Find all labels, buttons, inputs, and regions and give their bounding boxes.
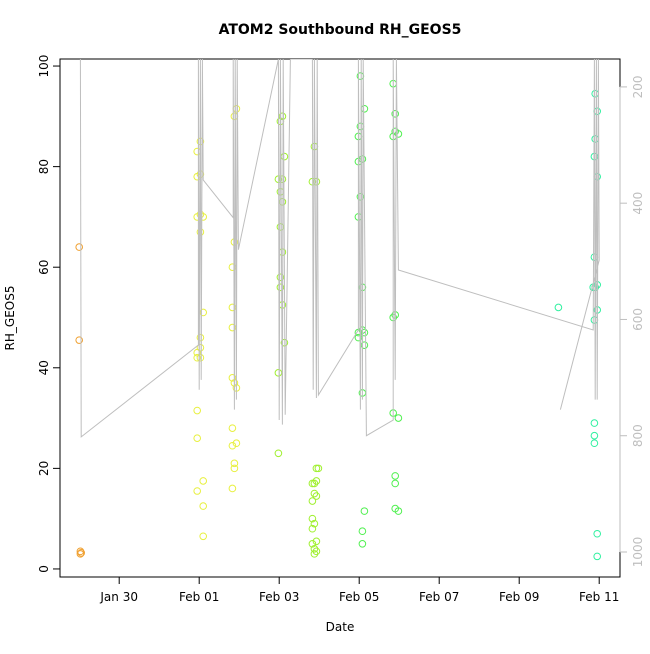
y-tick-label: 40 [37, 360, 51, 375]
y-axis-label: RH_GEOS5 [3, 286, 17, 351]
point [391, 110, 400, 118]
point [310, 479, 319, 488]
point [228, 424, 237, 432]
point [314, 464, 323, 473]
point [193, 353, 201, 362]
point [77, 549, 85, 557]
y2-tick-label: 800 [631, 424, 645, 447]
y2-tick-label: 1000 [631, 537, 645, 568]
point [196, 353, 205, 362]
x-tick-label: Jan 30 [99, 590, 138, 604]
x-tick-label: Feb 09 [499, 590, 539, 604]
point [199, 532, 207, 541]
point [394, 507, 403, 515]
point [310, 545, 319, 553]
point [360, 328, 369, 337]
point [391, 472, 400, 480]
point [76, 550, 85, 558]
point [308, 479, 317, 488]
point [310, 519, 319, 528]
point [193, 406, 201, 415]
x-tick-label: Feb 01 [179, 590, 219, 604]
point [232, 104, 241, 113]
point [394, 130, 403, 138]
point [310, 489, 319, 498]
point [590, 431, 599, 440]
point [394, 414, 403, 422]
point [308, 514, 317, 523]
point [593, 529, 602, 538]
point [193, 147, 201, 156]
point [228, 441, 237, 450]
plot-area [75, 59, 602, 561]
point [230, 459, 239, 468]
point [276, 283, 285, 292]
plot-frame [59, 58, 621, 578]
y2-tick-label: 200 [631, 75, 645, 98]
y-tick-label: 20 [37, 461, 51, 476]
point [193, 487, 201, 495]
point [358, 540, 367, 548]
point [312, 477, 321, 485]
point [76, 547, 85, 556]
point [193, 434, 201, 442]
point [274, 449, 283, 458]
point [312, 547, 321, 556]
point [196, 333, 205, 342]
point [228, 374, 237, 382]
y2-tick-label: 400 [631, 192, 645, 215]
point [232, 439, 241, 448]
point [310, 550, 319, 558]
point [312, 492, 321, 500]
x-tick-label: Feb 05 [339, 590, 379, 604]
y-tick-label: 100 [37, 55, 51, 78]
x-tick-label: Feb 03 [259, 590, 299, 604]
point [276, 273, 285, 282]
point [308, 524, 317, 533]
y-tick-label: 60 [37, 260, 51, 275]
y-tick-label: 80 [37, 159, 51, 174]
point [199, 477, 207, 485]
point [312, 464, 321, 473]
point [593, 552, 602, 561]
point [360, 507, 369, 515]
point [308, 497, 317, 505]
point [360, 341, 369, 349]
point [554, 303, 563, 312]
point [308, 540, 317, 548]
point [75, 336, 83, 344]
point [228, 484, 237, 493]
point [75, 243, 83, 251]
point [278, 112, 287, 121]
point [274, 369, 283, 377]
x-tick-label: Feb 07 [419, 590, 459, 604]
point [230, 464, 239, 473]
point [196, 343, 205, 352]
x-axis-label: Date [326, 620, 355, 634]
point [312, 537, 321, 546]
y-tick-label: 0 [37, 565, 51, 573]
point [360, 104, 369, 113]
y2-tick-label: 600 [631, 308, 645, 331]
point [590, 419, 599, 427]
point [591, 135, 600, 143]
point [591, 89, 600, 98]
point [280, 152, 289, 161]
point [199, 502, 207, 510]
x-tick-label: Feb 11 [579, 590, 619, 604]
point [358, 527, 367, 536]
line [79, 59, 600, 438]
chart-title: ATOM2 Southbound RH_GEOS5 [219, 22, 462, 38]
point [590, 439, 599, 448]
point [391, 479, 400, 488]
